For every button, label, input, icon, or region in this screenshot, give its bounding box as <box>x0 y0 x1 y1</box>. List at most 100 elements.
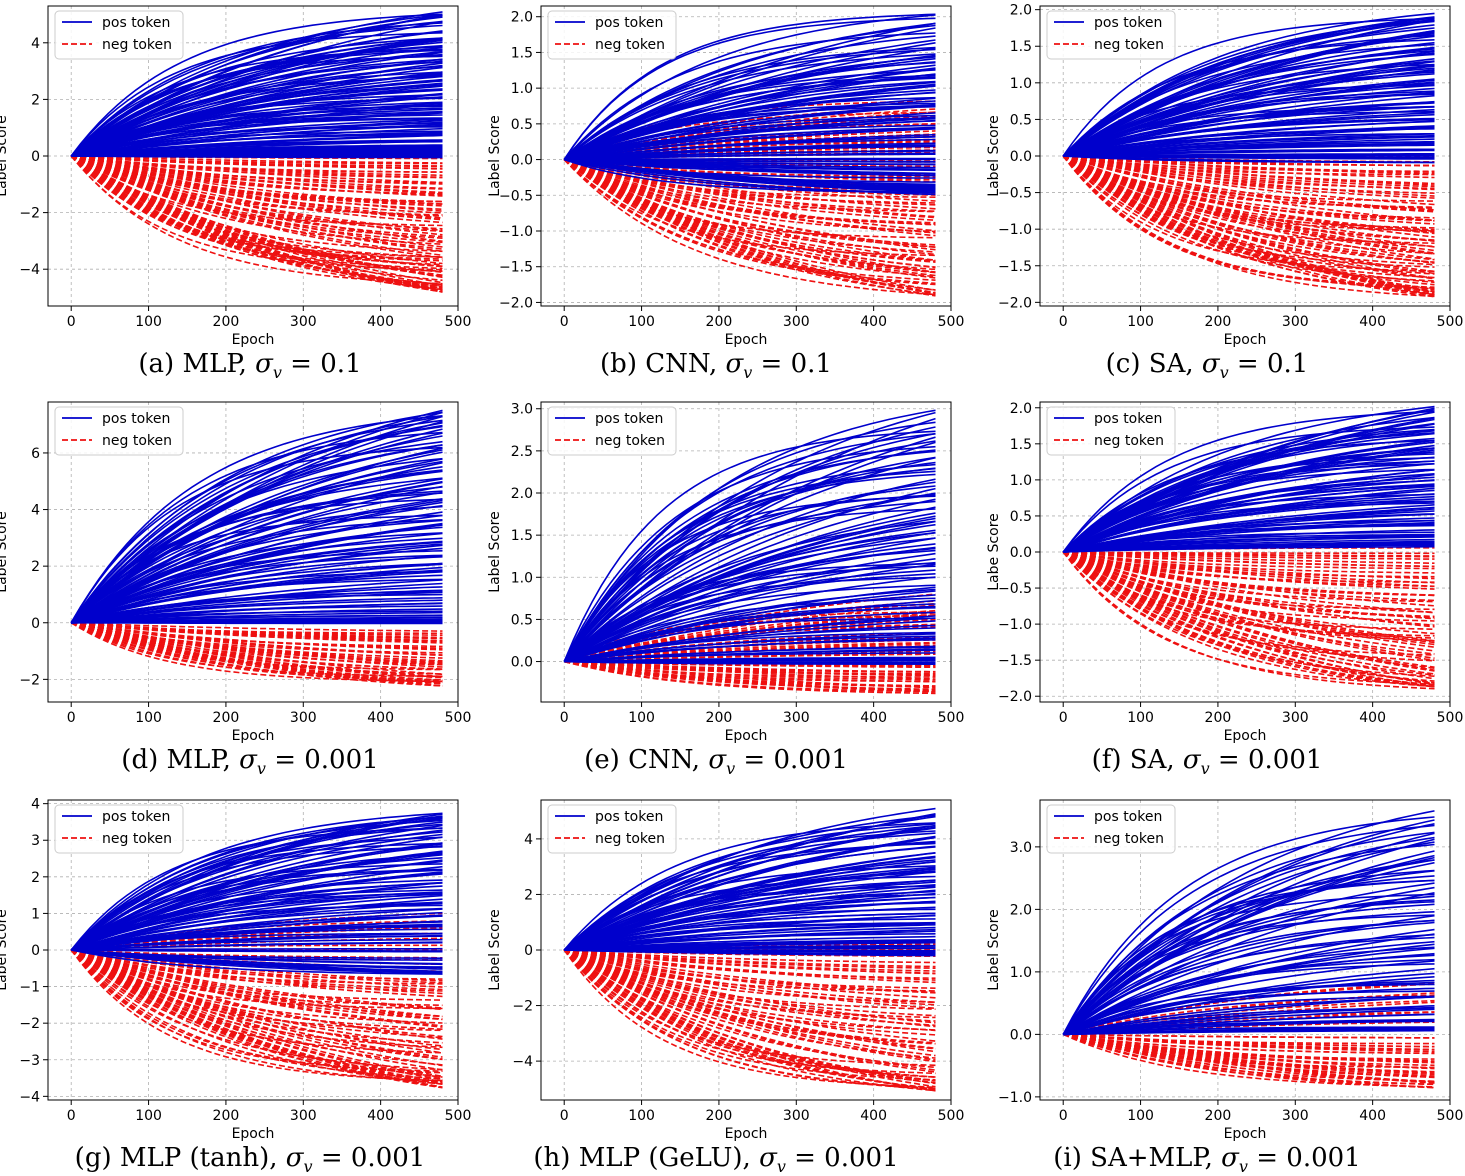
legend: pos token neg token <box>1046 406 1176 456</box>
y-tick-label: 4 <box>31 797 40 813</box>
y-tick-label: 4 <box>31 503 40 519</box>
legend-box <box>54 10 184 60</box>
x-tick-label: 300 <box>783 710 810 726</box>
neg-token-line <box>71 155 443 190</box>
caption-sigma: σv <box>725 349 753 383</box>
pos-token-line <box>564 158 936 191</box>
neg-token-line <box>1062 155 1435 296</box>
neg-token-line <box>564 949 936 972</box>
x-tick-label: 100 <box>628 314 655 330</box>
x-axis-label: Epoch <box>232 1126 275 1142</box>
neg-token-line <box>71 155 443 177</box>
x-axis-label: Epoch <box>725 728 768 744</box>
pos-token-line <box>71 932 443 951</box>
pos-token-line <box>563 881 936 951</box>
y-tick-label: 2.5 <box>511 444 533 460</box>
caption-sigma: σv <box>1182 745 1210 779</box>
pos-token-line <box>1063 125 1435 157</box>
y-tick-label: 4 <box>31 36 40 52</box>
pos-token-line <box>70 46 443 157</box>
y-tick-label: 1.0 <box>1010 965 1032 981</box>
x-tick-label: 200 <box>213 314 240 330</box>
neg-token-line <box>564 641 936 663</box>
y-axis-label: Labe Score <box>986 513 1002 591</box>
y-tick-label: 0 <box>31 616 40 632</box>
legend-pos-label: pos token <box>595 15 663 31</box>
neg-token-line <box>564 949 936 999</box>
legend-neg-label: neg token <box>1094 37 1164 53</box>
pos-token-line <box>70 75 443 157</box>
neg-token-line <box>1062 155 1435 242</box>
neg-token-line <box>71 949 443 982</box>
neg-token-line <box>563 949 936 1085</box>
x-tick-label: 400 <box>860 710 887 726</box>
x-axis-label: Epoch <box>232 332 275 348</box>
neg-token-line <box>70 949 443 1060</box>
neg-token-line <box>1062 551 1435 671</box>
legend: pos token neg token <box>1046 10 1176 60</box>
pos-token-line <box>71 949 443 965</box>
pos-token-line <box>1062 911 1435 1035</box>
neg-token-line <box>563 158 936 262</box>
neg-token-line <box>71 949 443 984</box>
neg-token-line <box>1063 1033 1435 1070</box>
pos-token-line <box>71 155 443 159</box>
pos-token-line <box>563 105 936 161</box>
pos-token-line <box>563 830 936 951</box>
pos-token-line <box>70 444 443 624</box>
y-tick-label: 0 <box>524 943 533 959</box>
y-tick-label: −4 <box>19 1089 40 1105</box>
pos-token-line <box>70 541 443 624</box>
pos-token-line <box>563 61 936 161</box>
legend-box <box>1046 406 1176 456</box>
neg-token-line <box>563 949 936 1053</box>
y-tick-label: −1 <box>19 980 40 996</box>
pos-token-line <box>564 639 936 663</box>
pos-token-line <box>564 138 936 161</box>
neg-token-line <box>1063 1033 1435 1084</box>
pos-token-line <box>1062 43 1435 157</box>
pos-token-line <box>71 619 443 624</box>
series-group-a <box>70 11 443 293</box>
y-tick-label: 2.0 <box>1010 902 1032 918</box>
x-tick-label: 0 <box>67 710 76 726</box>
x-tick-label: 300 <box>290 710 317 726</box>
x-tick-label: 400 <box>1359 710 1386 726</box>
neg-token-line <box>1062 155 1435 298</box>
legend: pos token neg token <box>54 10 184 60</box>
legend-neg-label: neg token <box>102 433 172 449</box>
pos-token-line <box>70 537 443 624</box>
pos-token-line <box>1062 39 1435 157</box>
pos-token-line <box>563 823 936 951</box>
x-tick-label: 0 <box>67 1108 76 1124</box>
caption-b: (b) CNN, σv = 0.1 <box>600 349 832 382</box>
pos-token-line <box>563 617 936 663</box>
neg-token-line <box>564 660 936 681</box>
neg-token-line <box>563 949 936 1091</box>
neg-token-line <box>70 155 443 236</box>
pos-token-line <box>564 158 936 169</box>
pos-token-line <box>1063 1027 1435 1036</box>
neg-token-line <box>1063 551 1435 590</box>
pos-token-line <box>70 13 443 157</box>
neg-token-line <box>564 644 936 663</box>
pos-token-line <box>71 152 443 157</box>
neg-token-line <box>1062 155 1435 296</box>
pos-token-line <box>70 904 443 951</box>
neg-token-line <box>71 622 443 648</box>
pos-token-line <box>1062 463 1435 553</box>
neg-token-line <box>563 949 936 1061</box>
pos-token-line <box>70 107 443 157</box>
caption-prefix: (d) MLP, <box>121 745 240 775</box>
x-axis-label: Epoch <box>725 332 768 348</box>
neg-token-line <box>70 949 443 992</box>
pos-token-line <box>1062 500 1435 553</box>
legend: pos token neg token <box>547 10 677 60</box>
x-tick-label: 0 <box>560 1108 569 1124</box>
y-tick-label: −2 <box>19 1016 40 1032</box>
neg-token-line <box>71 622 443 662</box>
pos-token-line <box>564 949 936 955</box>
y-tick-label: 0 <box>31 149 40 165</box>
